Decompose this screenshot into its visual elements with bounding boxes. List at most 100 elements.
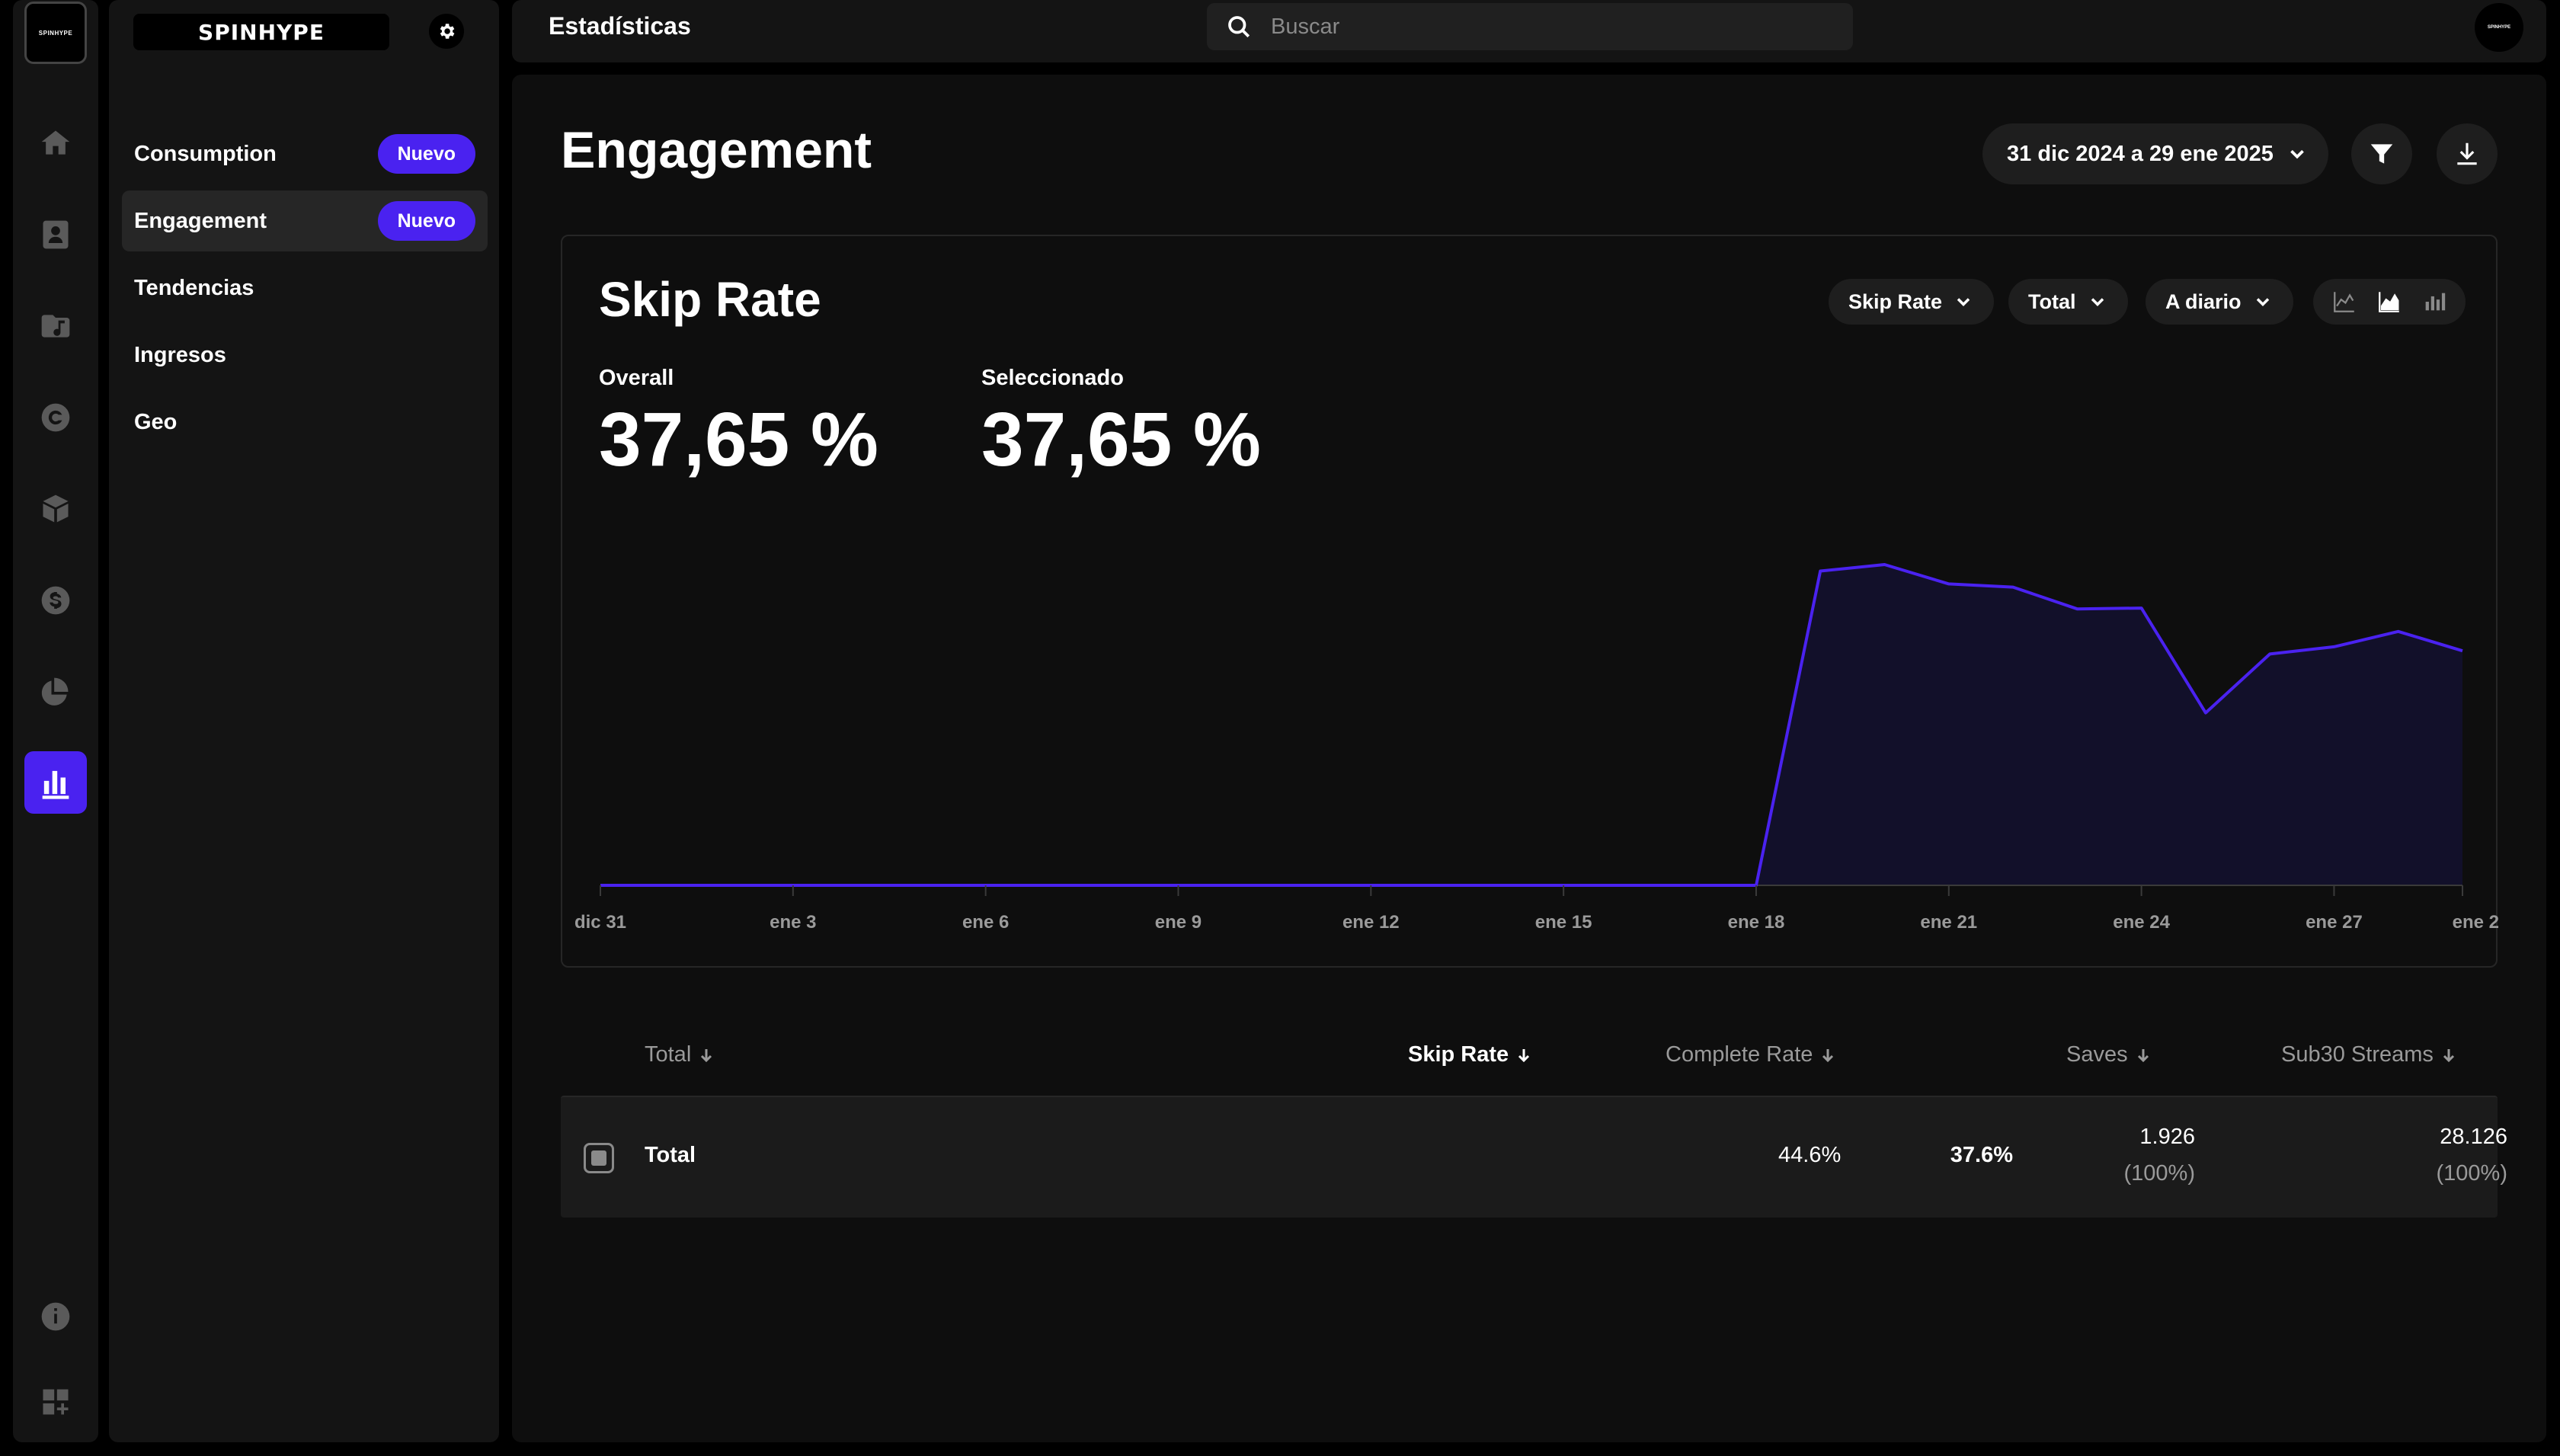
- new-badge: Nuevo: [377, 134, 475, 174]
- date-range-picker[interactable]: 31 dic 2024 a 29 ene 2025: [1982, 123, 2328, 184]
- brand-logo[interactable]: SPINHYPE: [133, 14, 389, 50]
- group-select-label: Total: [2028, 290, 2076, 313]
- area-chart-icon[interactable]: [2376, 289, 2402, 315]
- download-button[interactable]: [2437, 123, 2498, 184]
- row-sub30-streams: 28.126: [2440, 1125, 2507, 1149]
- rail-logo-text: SPINHYPE: [38, 29, 73, 37]
- row-sub30-pct: (100%): [2436, 1161, 2508, 1186]
- column-header-skip-rate[interactable]: Skip Rate: [1408, 1042, 1533, 1067]
- row-complete-rate: 44.6%: [1778, 1143, 1842, 1167]
- x-axis-tick-label: ene 3: [770, 912, 816, 933]
- chevron-down-icon: [2256, 298, 2269, 306]
- sidebar-item-engagement[interactable]: Engagement Nuevo: [122, 190, 488, 251]
- sidebar-item-label: Ingresos: [134, 342, 226, 367]
- package-icon[interactable]: [33, 486, 78, 532]
- checkbox-indeterminate-mark: [591, 1150, 606, 1166]
- info-icon[interactable]: [33, 1294, 78, 1339]
- table-row[interactable]: Total 37.6% 44.6% 1.926 (100%) 28.126 (1…: [561, 1096, 2507, 1218]
- copyright-icon[interactable]: [33, 395, 78, 440]
- page-title: Estadísticas: [549, 12, 691, 40]
- column-header-label: Sub30 Streams: [2281, 1042, 2434, 1067]
- overall-value: 37,65 %: [599, 397, 878, 482]
- chart-type-toggle: [2313, 279, 2466, 325]
- line-chart-icon[interactable]: [2331, 289, 2357, 315]
- column-header-total[interactable]: Total: [645, 1042, 715, 1067]
- filter-icon: [2370, 144, 2393, 164]
- group-select[interactable]: Total: [2008, 279, 2128, 325]
- rail-logo[interactable]: SPINHYPE: [24, 2, 87, 64]
- sidebar-item-label: Consumption: [134, 141, 277, 166]
- column-header-sub30-streams[interactable]: Sub30 Streams: [2281, 1042, 2458, 1067]
- row-name: Total: [645, 1143, 696, 1167]
- x-axis-tick-label: ene 21: [1920, 912, 1977, 933]
- filter-button[interactable]: [2351, 123, 2412, 184]
- column-header-saves[interactable]: Saves: [2066, 1042, 2152, 1067]
- arrow-down-icon: [1822, 1048, 1834, 1062]
- bar-chart-icon[interactable]: [24, 751, 87, 814]
- music-folder-icon[interactable]: [33, 303, 78, 349]
- selected-label: Seleccionado: [981, 366, 1124, 390]
- x-axis-tick-label: ene 29: [2453, 912, 2499, 933]
- download-icon: [2457, 142, 2477, 165]
- main-content: Engagement 31 dic 2024 a 29 ene 2025 Ski…: [512, 75, 2546, 1442]
- search-input[interactable]: [1271, 14, 1804, 40]
- icon-rail: SPINHYPE: [13, 0, 98, 1442]
- sidebar-item-geo[interactable]: Geo: [122, 392, 488, 453]
- sidebar-item-label: Engagement: [134, 208, 267, 233]
- metric-select[interactable]: Skip Rate: [1829, 279, 1995, 325]
- chart-series-line: [600, 563, 2463, 887]
- sidebar-item-consumption[interactable]: Consumption Nuevo: [122, 123, 488, 184]
- search-bar[interactable]: [1207, 3, 1853, 50]
- column-header-label: Saves: [2066, 1042, 2128, 1067]
- arrow-down-icon: [2137, 1048, 2149, 1062]
- bar-chart-type-icon[interactable]: [2421, 289, 2447, 315]
- row-skip-rate: 37.6%: [1950, 1143, 2013, 1167]
- x-axis-tick-label: ene 9: [1155, 912, 1202, 933]
- column-header-label: Total: [645, 1042, 692, 1067]
- column-header-complete-rate[interactable]: Complete Rate: [1666, 1042, 1837, 1067]
- sidebar-item-label: Geo: [134, 409, 178, 434]
- x-axis-tick-label: ene 6: [962, 912, 1009, 933]
- date-range-label: 31 dic 2024 a 29 ene 2025: [2007, 141, 2274, 166]
- search-icon: [1228, 16, 1250, 38]
- x-axis-tick-label: ene 24: [2113, 912, 2170, 933]
- avatar[interactable]: SPINHYPE: [2475, 3, 2523, 52]
- interval-select[interactable]: A diario: [2146, 279, 2293, 325]
- sidebar-item-label: Tendencias: [134, 275, 254, 300]
- row-saves: 1.926: [2139, 1125, 2195, 1149]
- home-icon[interactable]: [33, 120, 78, 166]
- selected-value: 37,65 %: [981, 397, 1261, 482]
- dollar-icon[interactable]: [33, 578, 78, 623]
- card-title: Skip Rate: [599, 272, 821, 327]
- settings-button[interactable]: [429, 14, 464, 49]
- brand-logo-text: SPINHYPE: [198, 19, 325, 45]
- artist-icon[interactable]: [33, 212, 78, 258]
- chevron-down-icon: [1957, 298, 1970, 306]
- row-checkbox[interactable]: [584, 1143, 614, 1173]
- x-axis-tick-label: ene 12: [1342, 912, 1400, 933]
- new-badge: Nuevo: [377, 201, 475, 241]
- apps-icon[interactable]: [33, 1379, 78, 1425]
- arrow-down-icon: [1518, 1048, 1530, 1062]
- x-axis-tick-label: dic 31: [574, 912, 626, 933]
- chart-area-fill: [600, 565, 2462, 885]
- x-axis-tick-label: ene 15: [1535, 912, 1592, 933]
- row-saves-pct: (100%): [2123, 1161, 2196, 1186]
- arrow-down-icon: [701, 1048, 712, 1062]
- sub-navigation: SPINHYPE Consumption Nuevo Engagement Nu…: [109, 0, 499, 1442]
- pie-chart-icon[interactable]: [33, 669, 78, 715]
- column-header-label: Complete Rate: [1666, 1042, 1813, 1067]
- skip-rate-chart: dic 31 ene 3 ene 6 ene 9 ene 12 ene 15 ene 18 e…: [574, 563, 2499, 933]
- x-axis-tick-label: ene 27: [2306, 912, 2363, 933]
- sidebar-item-ingresos[interactable]: Ingresos: [122, 325, 488, 386]
- sidebar-item-tendencias[interactable]: Tendencias: [122, 258, 488, 318]
- avatar-text: SPINHYPE: [2487, 25, 2511, 30]
- chevron-down-icon: [2290, 149, 2304, 159]
- chevron-down-icon: [2091, 298, 2104, 306]
- column-header-label: Skip Rate: [1408, 1042, 1509, 1067]
- x-axis-tick-label: ene 18: [1728, 912, 1785, 933]
- metric-select-label: Skip Rate: [1848, 290, 1943, 313]
- top-bar: Estadísticas SPINHYPE: [512, 0, 2546, 62]
- overall-label: Overall: [599, 366, 674, 390]
- interval-select-label: A diario: [2165, 290, 2242, 313]
